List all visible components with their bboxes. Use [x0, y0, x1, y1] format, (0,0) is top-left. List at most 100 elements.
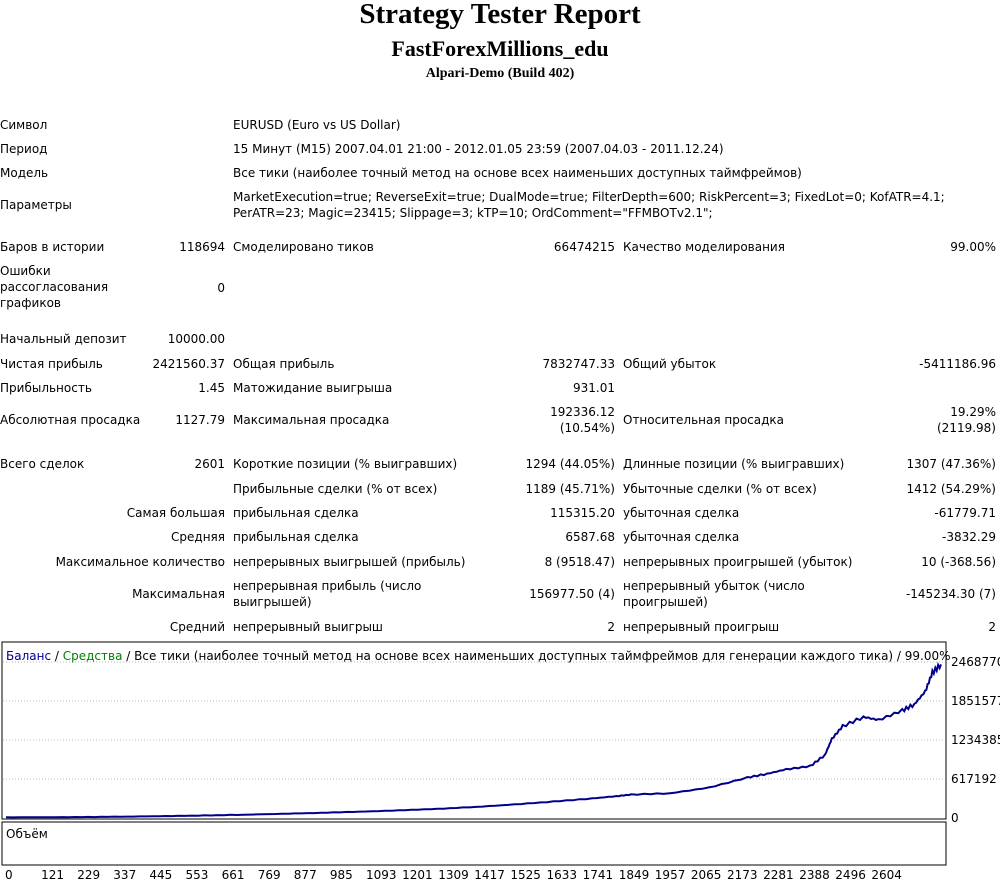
x-tick-label: 1525	[510, 868, 541, 882]
expert-name: FastForexMillions_edu	[391, 36, 609, 61]
long-positions-value: 1307 (47.36%)	[906, 457, 996, 471]
x-tick-label: 661	[222, 868, 245, 882]
max-drawdown-value-2: (10.54%)	[559, 421, 615, 435]
maximal-loss-value: -145234.30 (7)	[905, 587, 996, 601]
profit-trades-value: 1189 (45.71%)	[525, 482, 615, 496]
x-tick-label: 985	[330, 868, 353, 882]
loss-trades-value: 1412 (54.29%)	[906, 482, 996, 496]
y-tick-label: 617192	[951, 772, 997, 786]
maximal-profit-label-1: непрерывная прибыль (число	[233, 579, 422, 593]
profit-factor-value: 1.45	[198, 381, 225, 395]
y-tick-label: 1234385	[951, 733, 1000, 747]
avg-consecutive-label: Средний	[169, 620, 225, 634]
gross-profit-label: Общая прибыль	[233, 357, 335, 371]
x-tick-label: 1957	[655, 868, 686, 882]
average-profit-value: 6587.68	[565, 530, 615, 544]
average-loss-label: убыточная сделка	[623, 530, 740, 544]
x-tick-label: 1093	[366, 868, 397, 882]
max-count-wins-label: непрерывных выигрышей (прибыль)	[233, 555, 466, 569]
rel-drawdown-value-1: 19.29%	[950, 405, 996, 419]
maximal-loss-label-1: непрерывный убыток (число	[623, 579, 805, 593]
x-tick-label: 1417	[474, 868, 505, 882]
ticks-label: Смоделировано тиков	[233, 240, 374, 254]
caption-equity: Средства	[62, 649, 123, 663]
avg-consecutive-wins-value: 2	[607, 620, 615, 634]
total-trades-value: 2601	[194, 457, 225, 471]
model-label: Модель	[0, 166, 49, 180]
y-axis-ticks: 0 617192 1234385 1851577 2468770	[951, 655, 1000, 825]
avg-consecutive-losses-label: непрерывный проигрыш	[623, 620, 780, 634]
max-count-losses-value: 10 (-368.56)	[921, 555, 996, 569]
period-value: 15 Минут (M15) 2007.04.01 21:00 - 2012.0…	[233, 142, 724, 156]
loss-trades-label: Убыточные сделки (% от всех)	[623, 482, 817, 496]
x-tick-label: 2281	[763, 868, 794, 882]
report-title: Strategy Tester Report	[359, 0, 641, 30]
long-positions-label: Длинные позиции (% выигравших)	[623, 457, 845, 471]
symbol-value: EURUSD (Euro vs US Dollar)	[233, 118, 401, 132]
gross-loss-label: Общий убыток	[623, 357, 717, 371]
deposit-value: 10000.00	[167, 332, 225, 346]
gross-profit-value: 7832747.33	[542, 357, 615, 371]
profit-trades-label: Прибыльные сделки (% от всех)	[233, 482, 438, 496]
params-line-2: PerATR=23; Magic=23415; Slippage=3; kTP=…	[233, 206, 713, 220]
gross-loss-value: -5411186.96	[919, 357, 996, 371]
caption-sep: /	[51, 649, 63, 663]
abs-drawdown-value: 1127.79	[175, 413, 225, 427]
params-label: Параметры	[0, 198, 72, 212]
deposit-label: Начальный депозит	[0, 332, 127, 346]
x-tick-label: 2065	[691, 868, 722, 882]
x-tick-label: 445	[149, 868, 172, 882]
bars-label: Баров в истории	[0, 240, 105, 254]
max-count-wins-value: 8 (9518.47)	[544, 555, 615, 569]
y-tick-label: 1851577	[951, 694, 1000, 708]
largest-profit-label: прибыльная сделка	[233, 506, 359, 520]
largest-loss-label: убыточная сделка	[623, 506, 740, 520]
quality-label: Качество моделирования	[623, 240, 785, 254]
max-drawdown-value-1: 192336.12	[550, 405, 615, 419]
balance-series-line	[5, 661, 942, 819]
largest-profit-value: 115315.20	[550, 506, 615, 520]
avg-consecutive-wins-label: непрерывный выигрыш	[233, 620, 383, 634]
abs-drawdown-label: Абсолютная просадка	[0, 413, 141, 427]
total-trades-label: Всего сделок	[0, 457, 85, 471]
x-tick-label: 1849	[619, 868, 650, 882]
maximal-profit-value: 156977.50 (4)	[529, 587, 615, 601]
chart-frame	[1, 641, 947, 820]
symbol-label: Символ	[0, 118, 48, 132]
x-tick-label: 2388	[799, 868, 830, 882]
rel-drawdown-label: Относительная просадка	[623, 413, 785, 427]
x-axis-ticks: 0 121 229 337 445 553 661 769 877 985 1093 1201 1309…	[5, 868, 902, 882]
caption-rest: / Все тики (наиболее точный метод на осн…	[122, 649, 951, 663]
server-name: Alpari-Demo (Build 402)	[425, 66, 575, 81]
average-loss-value: -3832.29	[942, 530, 996, 544]
largest-loss-value: -61779.71	[934, 506, 996, 520]
bars-value: 118694	[179, 240, 225, 254]
x-tick-label: 2496	[835, 868, 866, 882]
x-tick-label: 229	[77, 868, 100, 882]
x-tick-label: 2173	[727, 868, 758, 882]
x-tick-label: 1201	[402, 868, 433, 882]
params-line-1: MarketExecution=true; ReverseExit=true; …	[233, 190, 945, 204]
maximal-loss-label-2: проигрышей)	[623, 595, 708, 609]
payoff-value: 931.01	[573, 381, 615, 395]
max-count-losses-label: непрерывных проигрышей (убыток)	[623, 555, 853, 569]
max-count-label: Максимальное количество	[55, 555, 225, 569]
x-tick-label: 1309	[438, 868, 469, 882]
x-tick-label: 769	[258, 868, 281, 882]
y-tick-label: 2468770	[951, 655, 1000, 669]
errors-label-3: графиков	[0, 296, 61, 310]
short-positions-label: Короткие позиции (% выигравших)	[233, 457, 458, 471]
avg-consecutive-losses-value: 2	[988, 620, 996, 634]
errors-value: 0	[217, 281, 225, 295]
net-profit-value: 2421560.37	[152, 357, 225, 371]
average-profit-label: прибыльная сделка	[233, 530, 359, 544]
ticks-value: 66474215	[553, 240, 615, 254]
largest-label: Самая большая	[126, 506, 225, 520]
volume-label: Объём	[6, 827, 48, 841]
errors-label-2: рассогласования	[0, 280, 109, 294]
payoff-label: Матожидание выигрыша	[233, 381, 393, 395]
errors-label-1: Ошибки	[0, 264, 51, 278]
caption-balance: Баланс	[6, 649, 52, 663]
x-tick-label: 121	[41, 868, 64, 882]
quality-value: 99.00%	[950, 240, 996, 254]
